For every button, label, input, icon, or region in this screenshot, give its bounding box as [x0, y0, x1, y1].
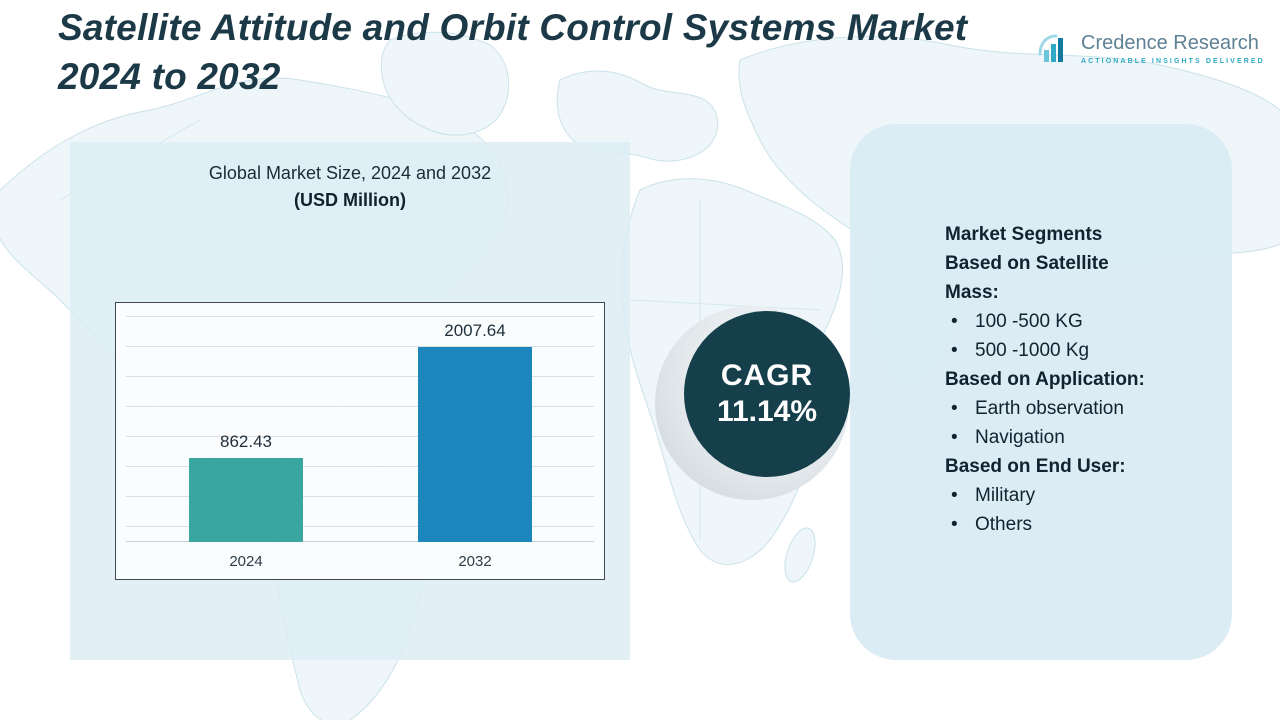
- bar-column-2032: 2007.64: [418, 321, 532, 542]
- chart-subheading: (USD Million): [294, 190, 406, 210]
- bullet-icon: •: [951, 340, 958, 361]
- market-segments-panel: Market Segments Based on Satellite Mass:…: [850, 124, 1232, 660]
- x-axis-label-2024: 2024: [229, 553, 263, 570]
- cagr-value: 11.14%: [716, 395, 818, 428]
- segment-item: • Others: [945, 510, 1185, 539]
- segment-item: • Navigation: [945, 423, 1185, 452]
- segments-heading-application: Based on Application:: [945, 369, 1145, 390]
- bullet-icon: •: [951, 427, 958, 448]
- bullet-icon: •: [951, 311, 958, 332]
- map-greenland: [380, 31, 510, 136]
- cagr-label: CAGR: [720, 359, 814, 392]
- segment-item: • Military: [945, 481, 1185, 510]
- bullet-icon: •: [951, 485, 958, 506]
- bullet-icon: •: [951, 514, 958, 535]
- segment-item-label: Earth observation: [975, 398, 1124, 419]
- x-axis-label-2032: 2032: [458, 553, 492, 570]
- bar-value-2024: 862.43: [220, 432, 272, 451]
- bar-rect-2032: [418, 347, 532, 542]
- segment-item-label: Others: [975, 514, 1033, 535]
- map-madagascar: [784, 527, 816, 583]
- segment-item: • Earth observation: [945, 394, 1185, 423]
- chart-baseline: [126, 541, 594, 542]
- brand-name: Credence Research: [1081, 32, 1259, 54]
- chart-panel: Global Market Size, 2024 and 2032 (USD M…: [70, 142, 630, 660]
- bullet-icon: •: [951, 398, 958, 419]
- cagr-circle: CAGR 11.14%: [684, 311, 850, 477]
- bar-value-2032: 2007.64: [444, 321, 506, 340]
- segments-heading-enduser: Based on End User:: [945, 456, 1126, 477]
- bar-chart-logo-icon: [1038, 34, 1063, 62]
- chart-heading: Global Market Size, 2024 and 2032: [208, 163, 492, 183]
- bar-column-2024: 862.43: [189, 432, 303, 542]
- bar-chart: 862.43 2007.64 2024 2032: [115, 302, 605, 580]
- brand-tagline: Actionable Insights Delivered: [1081, 58, 1265, 65]
- segments-title: Market Segments: [945, 224, 1103, 245]
- page-title: Satellite Attitude and Orbit Control Sys…: [58, 7, 968, 97]
- segment-item: • 500 -1000 Kg: [945, 336, 1185, 365]
- brand-text: Credence Research Actionable Insights De…: [1081, 32, 1265, 65]
- segments-heading-mass: Based on Satellite Mass:: [945, 253, 1109, 303]
- brand-logo: Credence Research Actionable Insights De…: [1036, 32, 1265, 68]
- segment-item-label: Military: [975, 485, 1036, 506]
- segment-item-label: Navigation: [975, 427, 1065, 448]
- bar-rect-2024: [189, 458, 303, 542]
- segment-item-label: 100 -500 KG: [975, 311, 1083, 332]
- segment-item: • 100 -500 KG: [945, 307, 1185, 336]
- segment-item-label: 500 -1000 Kg: [975, 340, 1090, 361]
